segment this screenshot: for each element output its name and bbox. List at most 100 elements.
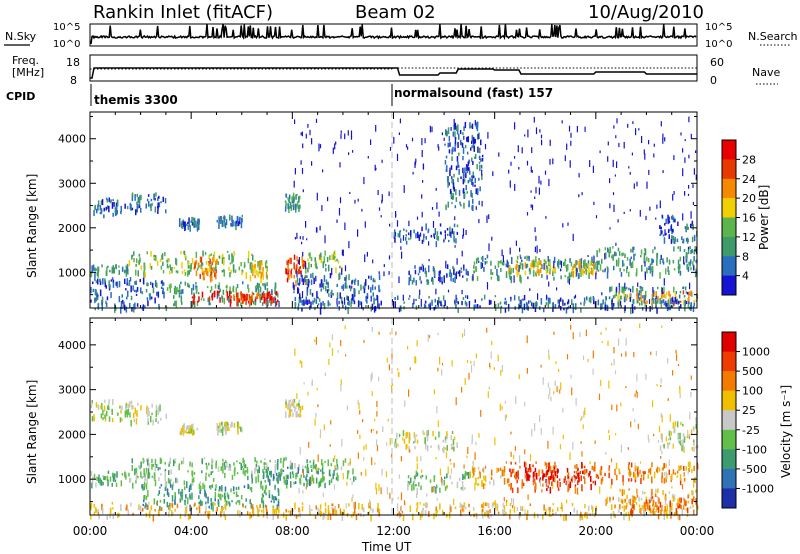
power-cell bbox=[617, 247, 620, 252]
velocity-cell bbox=[614, 504, 616, 509]
velocity-cell bbox=[307, 467, 309, 472]
power-cell bbox=[452, 265, 454, 269]
velocity-cell bbox=[185, 430, 187, 433]
power-cell bbox=[447, 127, 450, 135]
power-cell bbox=[467, 271, 469, 276]
velocity-cell bbox=[434, 436, 437, 440]
velocity-cell bbox=[252, 509, 255, 517]
velocity-cell bbox=[678, 514, 681, 521]
power-sparse-cell bbox=[584, 126, 586, 132]
power-cell bbox=[438, 296, 440, 304]
power-cell bbox=[357, 300, 360, 308]
power-cell bbox=[112, 279, 115, 283]
power-cell bbox=[290, 270, 292, 277]
velocity-cell bbox=[346, 476, 349, 480]
power-cell bbox=[666, 291, 668, 295]
power-cell bbox=[624, 287, 626, 292]
velocity-cell bbox=[368, 511, 371, 514]
power-cell bbox=[619, 267, 621, 272]
velocity-cell bbox=[643, 509, 645, 517]
power-cell bbox=[194, 261, 196, 267]
power-sparse-cell bbox=[627, 123, 629, 128]
power-sparse-cell bbox=[344, 277, 346, 281]
velocity-cell bbox=[134, 468, 136, 476]
velocity-cell bbox=[90, 471, 93, 477]
velocity-cell bbox=[580, 475, 582, 481]
velocity-sparse-cell bbox=[436, 406, 438, 414]
power-cell bbox=[545, 266, 548, 270]
velocity-sparse-cell bbox=[345, 354, 347, 357]
power-cell bbox=[393, 232, 396, 239]
velocity-cell bbox=[322, 513, 324, 521]
velocity-cell bbox=[414, 434, 416, 440]
power-sparse-cell bbox=[364, 254, 366, 262]
velocity-cell bbox=[567, 472, 570, 479]
power-cell bbox=[667, 229, 670, 234]
velocity-cell bbox=[235, 491, 238, 498]
power-sparse-cell bbox=[688, 116, 690, 123]
velocity-sparse-cell bbox=[683, 505, 685, 510]
velocity-sparse-cell bbox=[464, 378, 466, 386]
power-cell bbox=[461, 143, 464, 148]
power-cell bbox=[579, 266, 581, 271]
power-cell bbox=[135, 289, 138, 293]
power-sparse-cell bbox=[428, 241, 430, 246]
velocity-cell bbox=[192, 423, 194, 426]
power-cell bbox=[448, 136, 451, 142]
power-sparse-cell bbox=[533, 116, 535, 123]
power-cell bbox=[114, 303, 116, 308]
velocity-cell bbox=[675, 508, 678, 515]
power-cell bbox=[455, 303, 457, 309]
power-cell bbox=[541, 264, 543, 269]
velocity-sparse-cell bbox=[552, 465, 554, 474]
power-cell bbox=[445, 129, 447, 135]
power-cell bbox=[694, 246, 696, 253]
velocity-cell bbox=[651, 488, 653, 496]
velocity-cell bbox=[668, 442, 671, 446]
power-cell bbox=[112, 282, 115, 288]
power-cell bbox=[122, 299, 124, 304]
power-cell bbox=[296, 256, 298, 262]
velocity-cell bbox=[323, 476, 325, 481]
power-cell bbox=[574, 262, 577, 268]
power-cell bbox=[323, 275, 326, 282]
power-cell bbox=[510, 298, 512, 302]
power-sparse-cell bbox=[396, 220, 399, 227]
velocity-sparse-cell bbox=[299, 447, 301, 455]
power-cell bbox=[463, 178, 466, 183]
velocity-cell bbox=[687, 461, 690, 467]
velocity-cell bbox=[157, 467, 160, 471]
velocity-sparse-cell bbox=[559, 389, 561, 394]
velocity-cell bbox=[239, 510, 241, 518]
power-cell bbox=[544, 261, 547, 264]
power-sparse-cell bbox=[318, 143, 320, 152]
x-tick-label: 00:00 bbox=[73, 524, 108, 538]
power-sparse-cell bbox=[609, 178, 611, 184]
velocity-cell bbox=[149, 510, 151, 514]
velocity-sparse-cell bbox=[365, 444, 367, 450]
power-cell bbox=[298, 196, 300, 203]
power-sparse-cell bbox=[568, 279, 570, 285]
power-cell bbox=[572, 303, 575, 309]
power-cell bbox=[618, 286, 621, 294]
power-cell bbox=[545, 269, 548, 275]
power-cell bbox=[684, 286, 687, 291]
velocity-cell bbox=[277, 487, 279, 493]
velocity-cell bbox=[541, 469, 544, 474]
velocity-cell bbox=[556, 480, 559, 488]
power-cell bbox=[651, 298, 654, 301]
velocity-sparse-cell bbox=[665, 436, 667, 442]
velocity-sparse-cell bbox=[625, 338, 627, 346]
power-cell bbox=[348, 300, 350, 306]
velocity-sparse-cell bbox=[679, 385, 681, 391]
velocity-sparse-cell bbox=[510, 451, 512, 457]
power-cell bbox=[454, 276, 456, 283]
velocity-cell bbox=[646, 502, 649, 509]
power-cell bbox=[447, 201, 449, 208]
power-cell bbox=[353, 300, 356, 305]
velocity-cell bbox=[98, 474, 100, 477]
velocity-sparse-cell bbox=[363, 339, 365, 343]
velocity-cell bbox=[612, 511, 615, 515]
velocity-cell bbox=[408, 432, 411, 439]
velocity-sparse-cell bbox=[610, 484, 612, 489]
